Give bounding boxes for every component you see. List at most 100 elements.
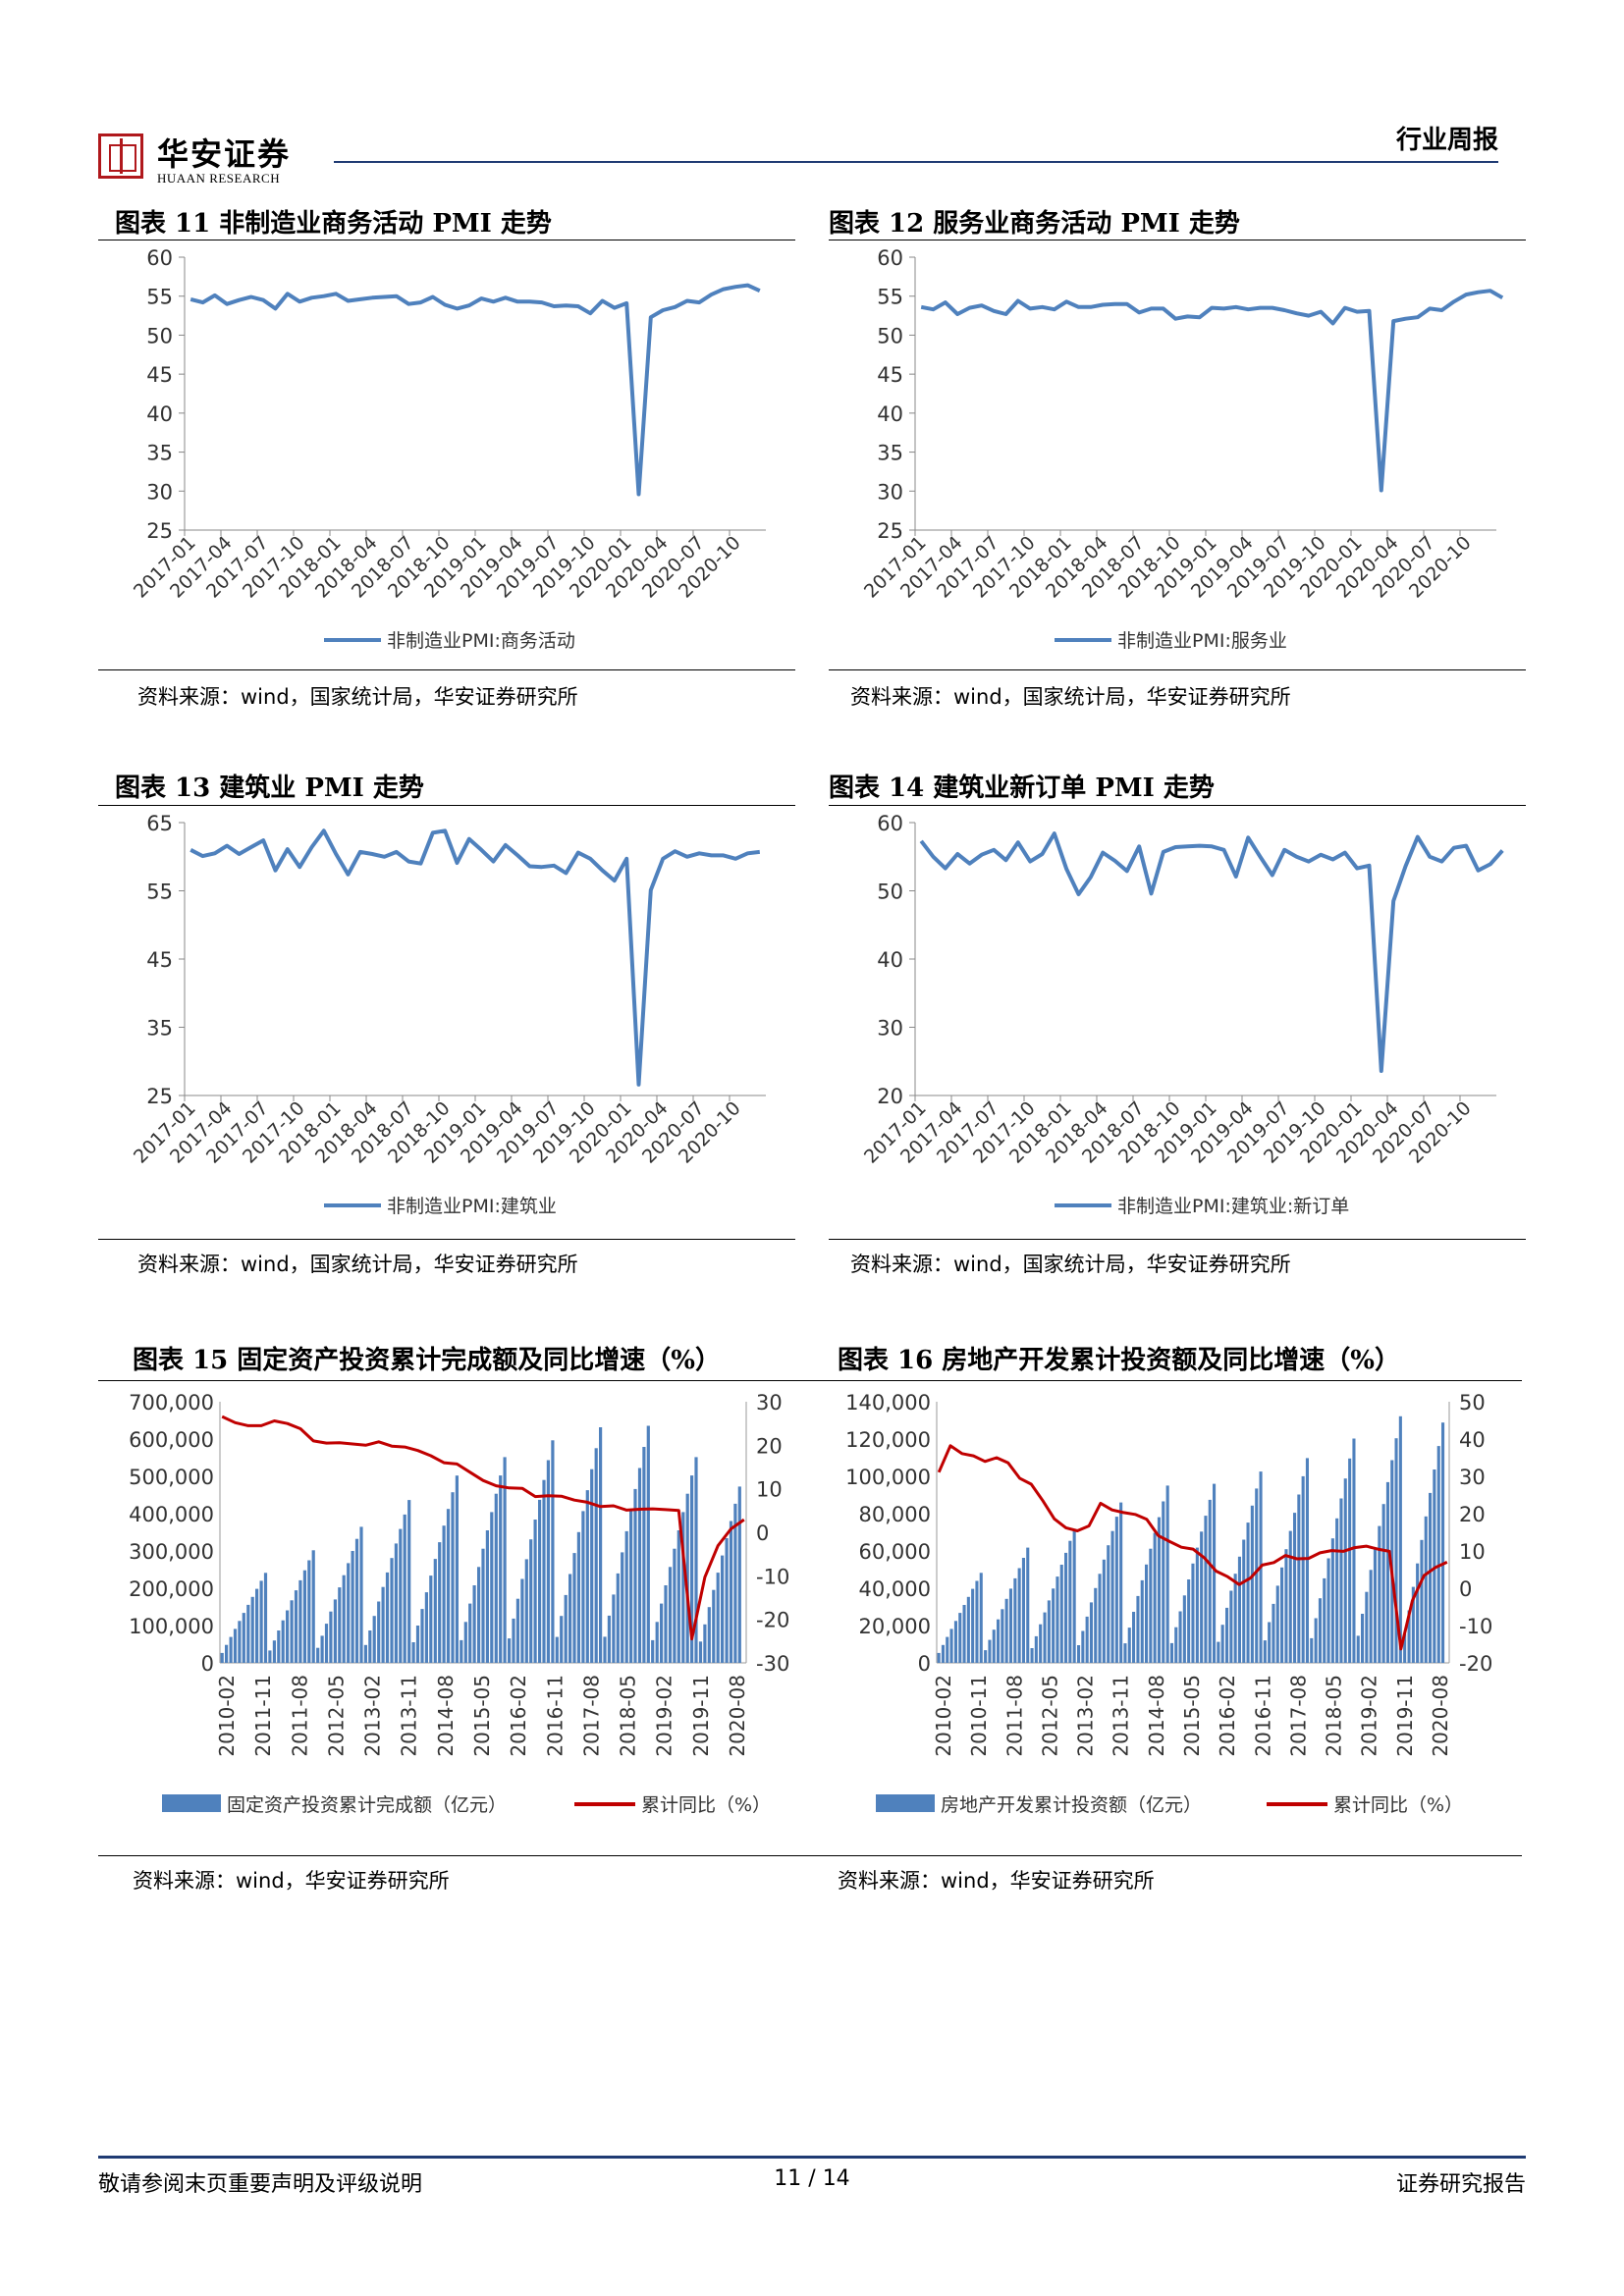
bar [1394, 1438, 1398, 1663]
bar [1043, 1612, 1047, 1663]
bar [255, 1588, 259, 1663]
bar [390, 1558, 394, 1663]
bar [524, 1559, 528, 1663]
bar [490, 1512, 494, 1663]
growth-line [221, 1415, 745, 1641]
brand-name-en: HUAAN RESEARCH [157, 171, 281, 186]
bar [438, 1542, 442, 1663]
bar [433, 1559, 437, 1663]
bar [246, 1604, 250, 1663]
bar [1200, 1531, 1204, 1663]
bar [368, 1630, 372, 1663]
y-tick-label: 100,000 [845, 1466, 931, 1489]
bar [1403, 1633, 1407, 1663]
bar [272, 1640, 276, 1663]
y-tick-label: 55 [146, 286, 173, 309]
x-tick-label: 2011-08 [288, 1675, 311, 1757]
bar [407, 1500, 411, 1663]
bar [979, 1573, 983, 1663]
bar [668, 1567, 673, 1663]
legend-label: 非制造业PMI:建筑业 [387, 1196, 557, 1217]
bar [446, 1509, 451, 1663]
bar [698, 1641, 703, 1663]
bar [1323, 1577, 1326, 1663]
bar [1301, 1475, 1305, 1663]
y-tick-label: 60 [877, 812, 903, 835]
bar [1127, 1628, 1131, 1663]
bar [1059, 1565, 1063, 1663]
bar [949, 1629, 953, 1663]
y2-tick-label: -10 [1459, 1615, 1492, 1638]
bar [1352, 1438, 1356, 1663]
chart-construction-pmi: 25354555652017-012017-042017-072017-1020… [130, 812, 766, 1217]
bar [377, 1601, 381, 1663]
bar [477, 1567, 481, 1663]
bar [1165, 1485, 1169, 1663]
y-tick-label: 45 [146, 948, 173, 972]
bar [616, 1573, 620, 1663]
y-tick-label: 30 [877, 1017, 903, 1041]
bar [290, 1600, 294, 1663]
bar [529, 1539, 533, 1663]
bar [660, 1603, 664, 1663]
bar [1026, 1547, 1030, 1663]
bar [1356, 1635, 1360, 1663]
bar [481, 1548, 485, 1663]
bar [1293, 1513, 1297, 1663]
bar [975, 1580, 979, 1663]
bar [1284, 1549, 1288, 1663]
y-tick-label: 200,000 [129, 1577, 214, 1601]
y-tick-label: 40 [146, 402, 173, 426]
x-tick-label: 2014-08 [1145, 1675, 1168, 1757]
y-tick-label: 50 [146, 324, 173, 347]
bar [1314, 1618, 1318, 1663]
brand-name: 华安证券 [157, 135, 292, 173]
figure-title-15: 图表 15 固定资产投资累计完成额及同比增速（%） [133, 1346, 721, 1375]
bar [508, 1638, 512, 1663]
bar [655, 1622, 659, 1663]
y2-tick-label: 50 [1459, 1391, 1486, 1415]
bar [1004, 1598, 1008, 1663]
bar [250, 1596, 254, 1663]
bar [268, 1650, 272, 1663]
bar [1208, 1499, 1212, 1663]
bar [599, 1427, 603, 1663]
bar [560, 1616, 564, 1663]
bar [1242, 1539, 1246, 1663]
bar [1275, 1585, 1279, 1663]
y2-tick-label: 20 [756, 1434, 783, 1458]
bar [1407, 1610, 1411, 1663]
bar [716, 1573, 720, 1663]
y-tick-label: 65 [146, 812, 173, 835]
bar [1114, 1517, 1118, 1663]
legend-swatch-bar [876, 1794, 935, 1812]
y-tick-label: 55 [877, 286, 903, 309]
bar [1326, 1558, 1330, 1663]
bar [733, 1503, 737, 1663]
figure-rule [98, 1380, 1522, 1381]
bar [1077, 1645, 1081, 1663]
bar [1339, 1498, 1343, 1663]
bar [564, 1594, 568, 1663]
y-tick-label: 50 [877, 881, 903, 904]
bar [721, 1555, 725, 1663]
legend-label: 非制造业PMI:服务业 [1117, 630, 1287, 652]
bar [1268, 1622, 1272, 1663]
y-tick-label: 100,000 [129, 1615, 214, 1638]
bar [485, 1530, 489, 1663]
bar [1017, 1568, 1021, 1663]
series-line [919, 831, 1504, 1073]
bar [971, 1588, 975, 1663]
bar [347, 1563, 351, 1663]
x-tick-label: 2020-08 [726, 1675, 749, 1757]
bar [1378, 1525, 1381, 1663]
bar [429, 1575, 433, 1663]
bar [1441, 1422, 1445, 1663]
bar [1140, 1579, 1144, 1663]
bar [603, 1636, 607, 1663]
bar [1318, 1598, 1322, 1663]
bar [651, 1639, 655, 1663]
y-tick-label: 140,000 [845, 1391, 931, 1415]
bar [958, 1613, 962, 1663]
bar [1085, 1616, 1089, 1663]
